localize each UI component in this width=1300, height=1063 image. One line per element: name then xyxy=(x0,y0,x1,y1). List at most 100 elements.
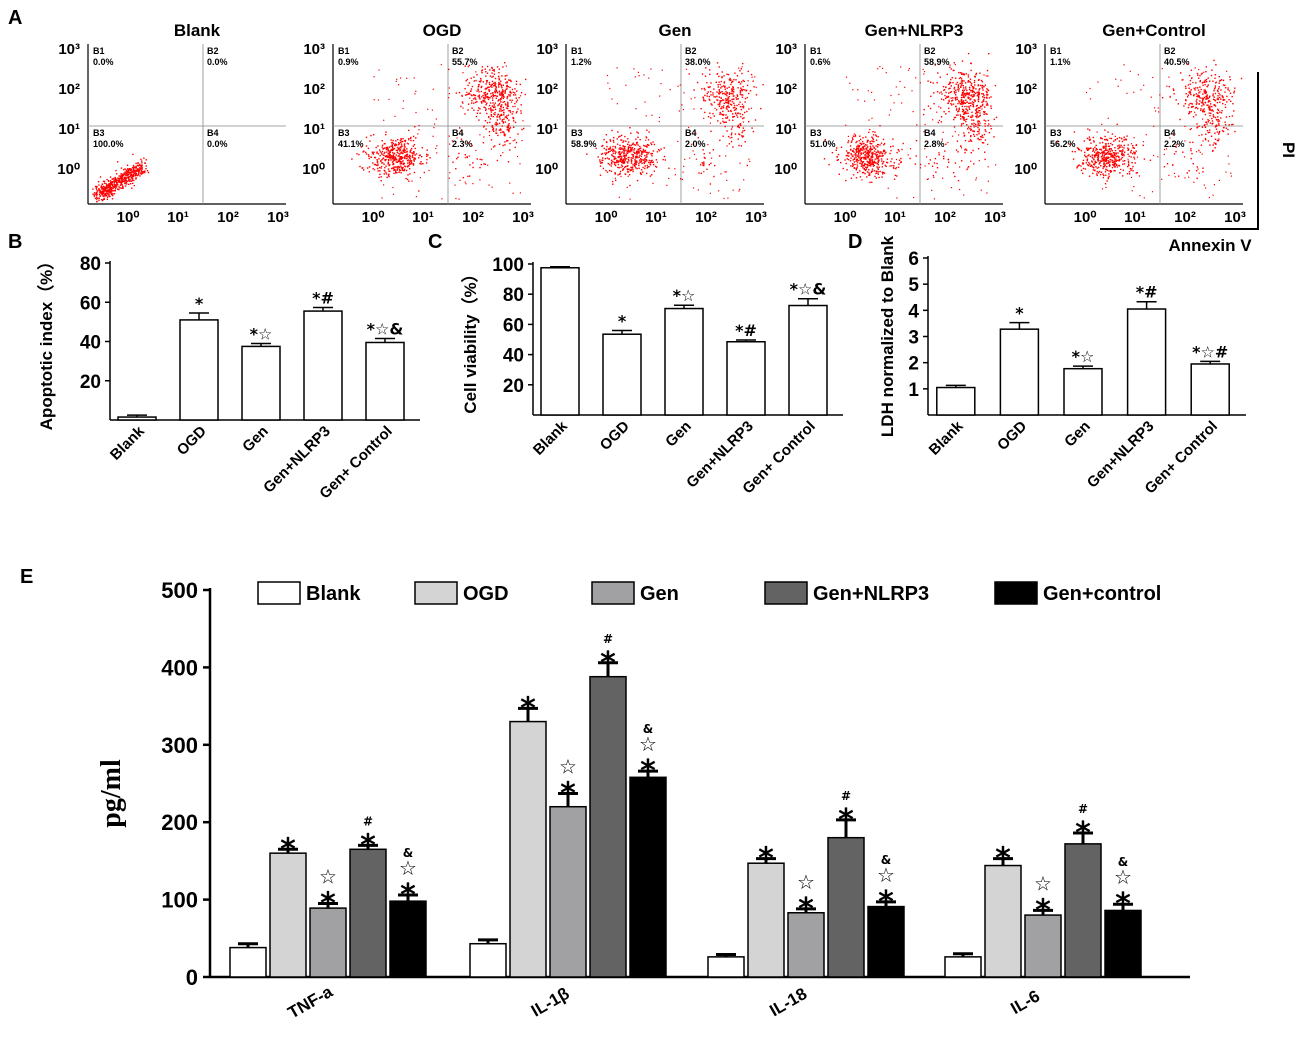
flow-event-dot xyxy=(520,112,522,114)
flow-event-dot xyxy=(869,181,871,184)
e-significance-mark: ☆ xyxy=(797,870,815,894)
flow-event-dot xyxy=(980,105,982,108)
flow-event-dot xyxy=(882,150,885,153)
flow-event-dot xyxy=(132,167,135,169)
flow-event-dot xyxy=(622,168,625,170)
flow-event-dot xyxy=(615,157,617,160)
flow-event-dot xyxy=(1123,147,1125,149)
flow-event-dot xyxy=(467,93,469,95)
flow-event-dot xyxy=(487,86,489,88)
flow-event-dot xyxy=(645,160,647,163)
flow-event-dot xyxy=(645,151,647,153)
flow-event-dot xyxy=(385,146,387,149)
flow-event-dot xyxy=(642,148,645,151)
flow-event-dot xyxy=(116,183,118,185)
flow-event-dot xyxy=(144,171,146,174)
flow-event-dot xyxy=(1097,172,1100,174)
flow-event-dot xyxy=(1090,147,1092,149)
flow-event-dot xyxy=(739,91,742,94)
flow-event-dot xyxy=(1132,144,1134,147)
flow-event-dot xyxy=(1115,163,1117,165)
flow-event-dot xyxy=(959,76,962,79)
flow-event-dot xyxy=(479,166,481,169)
flow-event-dot xyxy=(754,76,756,78)
flow-event-dot xyxy=(404,140,406,142)
flow-event-dot xyxy=(431,109,433,111)
flow-event-dot xyxy=(373,163,376,166)
flow-event-dot xyxy=(629,198,631,200)
flow-event-dot xyxy=(977,138,979,140)
flow-event-dot xyxy=(970,84,972,86)
quadrant-name: B2 xyxy=(452,46,464,56)
flow-event-dot xyxy=(477,89,480,91)
flow-event-dot xyxy=(867,164,869,166)
flow-event-dot xyxy=(613,136,615,139)
flow-event-dot xyxy=(1103,150,1105,152)
flow-event-dot xyxy=(511,88,514,91)
flow-event-dot xyxy=(1130,156,1132,158)
flow-event-dot xyxy=(104,190,106,192)
flow-event-dot xyxy=(1084,168,1087,170)
flow-event-dot xyxy=(506,81,508,84)
flow-event-dot xyxy=(1207,106,1210,108)
flow-event-dot xyxy=(723,113,725,116)
flow-event-dot xyxy=(1108,164,1111,167)
flow-event-dot xyxy=(967,97,969,99)
flow-event-dot xyxy=(458,91,461,94)
flow-event-dot xyxy=(1175,99,1177,101)
flow-event-dot xyxy=(399,139,402,142)
flow-event-dot xyxy=(519,163,521,165)
y-axis-title: Apoptotic index（%） xyxy=(36,253,56,431)
flow-event-dot xyxy=(1091,161,1094,163)
flow-event-dot xyxy=(1168,174,1170,176)
flow-event-dot xyxy=(459,179,461,181)
flow-event-dot xyxy=(847,140,850,142)
flow-event-dot xyxy=(1214,92,1217,95)
flow-event-dot xyxy=(632,170,634,173)
flow-event-dot xyxy=(117,177,119,179)
flow-event-dot xyxy=(1127,158,1129,160)
flow-event-dot xyxy=(638,162,640,165)
flow-event-dot xyxy=(725,155,727,157)
flow-event-dot xyxy=(502,84,504,86)
flow-event-dot xyxy=(1189,128,1191,131)
e-y-tick-label: 400 xyxy=(161,655,198,680)
flow-event-dot xyxy=(102,189,104,191)
flow-event-dot xyxy=(494,123,496,125)
flow-event-dot xyxy=(862,156,864,159)
flow-event-dot xyxy=(979,88,981,90)
flow-event-dot xyxy=(426,158,428,161)
flow-event-dot xyxy=(495,83,497,85)
flow-event-dot xyxy=(107,186,109,188)
flow-event-dot xyxy=(734,72,736,74)
flow-event-dot xyxy=(503,118,505,120)
flow-event-dot xyxy=(993,118,995,121)
flow-event-dot xyxy=(492,75,494,78)
flow-event-dot xyxy=(955,94,957,96)
flow-event-dot xyxy=(467,66,469,68)
flow-event-dot xyxy=(973,124,975,127)
flow-event-dot xyxy=(631,147,634,149)
flow-event-dot xyxy=(94,193,96,196)
flow-event-dot xyxy=(697,189,699,191)
flow-event-dot xyxy=(646,167,648,169)
flow-event-dot xyxy=(1114,135,1116,137)
flow-event-dot xyxy=(1212,93,1214,95)
flow-event-dot xyxy=(857,89,859,91)
flow-event-dot xyxy=(483,163,485,165)
flow-event-dot xyxy=(140,166,142,168)
flow-event-dot xyxy=(1221,95,1223,97)
flow-event-dot xyxy=(1200,88,1202,91)
flow-event-dot xyxy=(851,137,854,139)
flow-event-dot xyxy=(1207,104,1209,106)
flow-event-dot xyxy=(1213,88,1216,90)
flow-event-dot xyxy=(963,132,965,134)
flow-event-dot xyxy=(713,96,715,98)
flow-event-dot xyxy=(498,68,500,70)
flow-event-dot xyxy=(488,134,491,137)
flow-event-dot xyxy=(709,152,711,154)
flow-event-dot xyxy=(1132,170,1134,172)
flow-event-dot xyxy=(971,96,973,98)
flow-event-dot xyxy=(395,140,397,142)
flow-event-dot xyxy=(659,95,661,97)
